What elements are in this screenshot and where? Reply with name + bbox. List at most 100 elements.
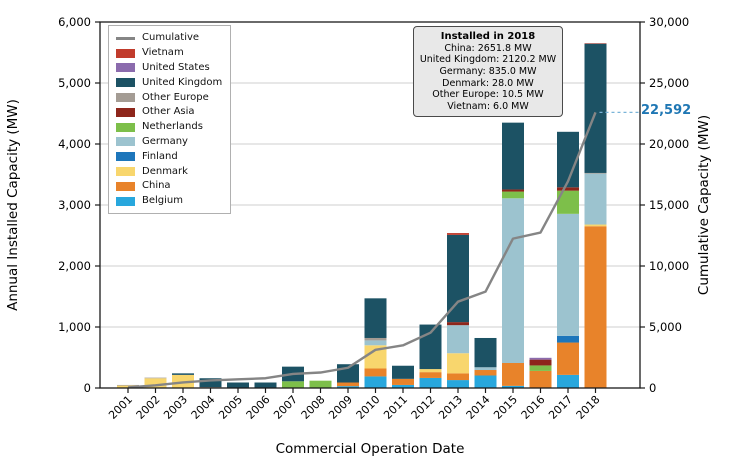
bar-segment-2015-china — [502, 362, 524, 386]
annotation-line: Vietnam: 6.0 MW — [447, 100, 529, 112]
bar-segment-2017-germany — [557, 213, 579, 336]
bar-segment-2017-united-kingdom — [557, 131, 579, 188]
legend-color-swatch — [116, 93, 135, 103]
bar-segment-2017-other-asia — [557, 187, 579, 191]
bar-segment-2007-netherlands — [282, 381, 304, 388]
legend-color-swatch — [116, 167, 135, 177]
bar-segment-2002-other-europe — [144, 377, 167, 379]
annotation-line: Germany: 835.0 MW — [439, 65, 537, 77]
right-tick-label: 10,000 — [649, 259, 689, 273]
bar-segment-2018-china — [584, 226, 607, 388]
legend-line-swatch — [116, 36, 135, 40]
bar-segment-2014-united-kingdom — [474, 337, 497, 368]
bar-segment-2013-china — [447, 373, 469, 381]
legend-label: Netherlands — [142, 121, 203, 133]
left-y-axis-label: Annual Installed Capacity (MW) — [5, 99, 21, 311]
legend-label: Germany — [142, 135, 188, 147]
legend-item-united-kingdom: United Kingdom — [116, 75, 222, 90]
legend-color-swatch — [116, 137, 135, 147]
legend-label: China — [142, 180, 171, 192]
legend-label: Other Europe — [142, 91, 209, 103]
bar-segment-2018-other-europe — [584, 172, 607, 174]
bar-segment-2011-united-kingdom — [392, 365, 414, 379]
x-tick-label: 2002 — [134, 393, 163, 422]
bar-segment-2012-china — [419, 372, 442, 378]
annotation-line: Denmark: 28.0 MW — [442, 77, 534, 89]
bar-segment-2010-denmark — [364, 345, 387, 369]
legend-color-swatch — [116, 78, 135, 88]
legend: Cumulative Vietnam United States United Kin… — [108, 25, 232, 214]
bar-segment-2012-denmark — [419, 369, 442, 373]
cumulative-line — [127, 111, 597, 389]
legend-item-germany: Germany — [116, 135, 222, 150]
bar-segment-2013-other-asia — [447, 322, 469, 326]
x-tick-label: 2005 — [216, 393, 245, 422]
x-tick-label: 2009 — [326, 393, 355, 422]
bar-segment-2010-belgium — [364, 376, 387, 388]
cumulative-end-value: 22,592 — [641, 103, 692, 118]
x-tick-label: 2006 — [244, 393, 273, 422]
bar-segment-2003-united-kingdom — [172, 373, 194, 375]
bar-segment-2016-united-states — [529, 357, 552, 360]
bar-segment-2001-other-europe — [117, 384, 139, 386]
x-tick-label: 2012 — [409, 393, 438, 422]
right-tick-label: 0 — [649, 381, 656, 395]
bar-segment-2015-belgium — [502, 385, 524, 388]
legend-color-swatch — [116, 181, 135, 191]
legend-label: Finland — [142, 150, 178, 162]
legend-item-united-states: United States — [116, 61, 222, 76]
left-tick-label: 3,000 — [58, 198, 91, 212]
legend-item-belgium: Belgium — [116, 194, 222, 209]
x-tick-label: 2004 — [189, 393, 218, 422]
annotation-line: China: 2651.8 MW — [444, 42, 532, 54]
bar-segment-2014-china — [474, 370, 497, 376]
bar-segment-2015-germany — [502, 198, 524, 363]
bar-segment-2017-netherlands — [557, 190, 579, 214]
legend-item-china: China — [116, 179, 222, 194]
bar-segment-2013-belgium — [447, 380, 469, 388]
legend-color-swatch — [116, 122, 135, 132]
bar-segment-2008-netherlands — [309, 380, 332, 388]
bar-segment-2018-united-kingdom — [584, 43, 607, 173]
legend-color-swatch — [116, 107, 135, 117]
bar-segment-2010-united-kingdom — [364, 298, 387, 338]
legend-item-denmark: Denmark — [116, 164, 222, 179]
bar-segment-2013-denmark — [447, 353, 469, 374]
x-tick-label: 2007 — [271, 393, 300, 422]
legend-color-swatch — [116, 48, 135, 58]
right-y-axis-label: Cumulative Capacity (MW) — [696, 115, 712, 295]
left-tick-label: 0 — [84, 381, 91, 395]
bar-segment-2011-china — [392, 378, 414, 385]
bar-segment-2009-belgium — [337, 386, 359, 388]
legend-label: Belgium — [142, 195, 183, 207]
x-tick-label: 2014 — [464, 393, 493, 422]
legend-label: Cumulative — [142, 32, 200, 44]
x-tick-label: 2001 — [106, 393, 135, 422]
bar-segment-2006-united-kingdom — [254, 382, 277, 388]
annotation-line: United Kingdom: 2120.2 MW — [419, 54, 557, 66]
bar-segment-2009-china — [337, 382, 359, 387]
bar-segment-2013-germany — [447, 325, 469, 354]
x-tick-label: 2015 — [491, 393, 520, 422]
left-tick-label: 1,000 — [58, 320, 91, 334]
bar-segment-2015-other-asia — [502, 189, 524, 192]
bar-segment-2014-belgium — [474, 375, 497, 388]
installed-2018-annotation: Installed in 2018 China: 2651.8 MW United… — [413, 26, 563, 118]
bar-segment-2016-china — [529, 370, 552, 388]
x-tick-label: 2010 — [354, 393, 383, 422]
annotation-line: Other Europe: 10.5 MW — [432, 89, 544, 101]
x-tick-label: 2013 — [436, 393, 465, 422]
legend-item-cumulative: Cumulative — [116, 31, 222, 46]
legend-label: Denmark — [142, 165, 188, 177]
bar-segment-2018-vietnam — [584, 43, 607, 44]
x-axis-label: Commercial Operation Date — [276, 441, 465, 457]
right-tick-label: 30,000 — [649, 15, 689, 29]
x-tick-label: 2017 — [546, 393, 575, 422]
legend-color-swatch — [116, 63, 135, 73]
bar-segment-2016-other-asia — [529, 359, 552, 366]
bar-segment-2004-united-kingdom — [199, 378, 222, 388]
legend-label: United Kingdom — [142, 76, 223, 88]
left-tick-label: 5,000 — [58, 76, 91, 90]
